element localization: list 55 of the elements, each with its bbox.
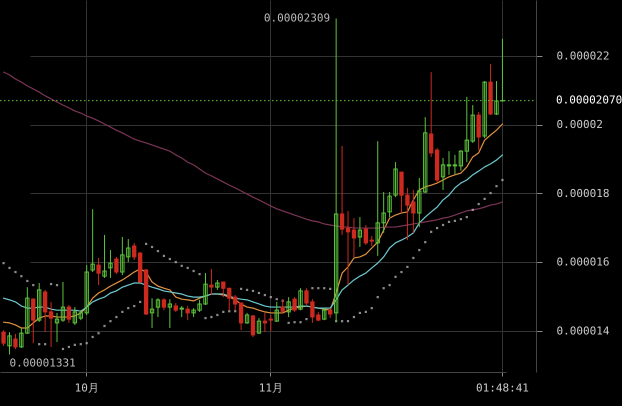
candlestick bbox=[203, 272, 208, 306]
candlestick bbox=[156, 298, 160, 318]
ref-line-label: 0.00002070 bbox=[556, 94, 622, 107]
candlestick bbox=[37, 282, 42, 322]
line-series bbox=[2, 123, 504, 329]
candlestick bbox=[268, 314, 273, 332]
y-tick-label: 0.000014 bbox=[556, 324, 610, 338]
candlestick bbox=[31, 298, 36, 344]
candlestick bbox=[114, 256, 119, 275]
candlestick bbox=[352, 218, 356, 258]
candlestick bbox=[328, 308, 332, 319]
candlestick bbox=[387, 192, 392, 218]
x-tick-label: 01:48:41 bbox=[476, 382, 529, 394]
candlestick bbox=[180, 306, 184, 318]
candlestick bbox=[298, 288, 303, 311]
candlestick bbox=[60, 282, 66, 322]
candlestick bbox=[322, 308, 326, 321]
annotation: 0.00001331 bbox=[10, 356, 76, 370]
candlestick bbox=[399, 172, 404, 214]
candlestick bbox=[250, 314, 256, 338]
candlestick bbox=[358, 216, 362, 248]
y-tick-label: 0.000016 bbox=[556, 256, 610, 269]
candlestick bbox=[150, 298, 154, 329]
candlestick bbox=[162, 298, 166, 311]
candlestick bbox=[256, 318, 262, 334]
candlestick bbox=[90, 208, 95, 273]
candlestick bbox=[286, 296, 291, 318]
y-tick-label: 0.00002 bbox=[556, 118, 603, 132]
candlestick bbox=[54, 312, 60, 343]
candlestick bbox=[393, 162, 398, 198]
candlestick bbox=[102, 234, 107, 278]
candlestick bbox=[262, 312, 268, 333]
candlestick bbox=[244, 312, 250, 324]
candlestick bbox=[209, 268, 214, 296]
candlestick bbox=[1, 330, 6, 346]
candlestick bbox=[346, 210, 350, 286]
candlestick bbox=[476, 111, 481, 151]
candlestick bbox=[186, 306, 190, 321]
candlestick bbox=[168, 298, 172, 329]
x-tick-label: 10月 bbox=[74, 382, 99, 394]
candlestick bbox=[274, 301, 279, 322]
x-tick-label: 11月 bbox=[258, 382, 283, 394]
candlestick bbox=[292, 296, 297, 312]
candlestick bbox=[215, 279, 220, 290]
candlestick bbox=[7, 332, 12, 355]
candlestick bbox=[66, 304, 72, 324]
candlestick bbox=[446, 150, 452, 176]
y-tick-label: 0.000018 bbox=[556, 186, 610, 200]
candlestick bbox=[440, 158, 446, 190]
annotation: 0.00002309 bbox=[264, 12, 330, 25]
candlestick bbox=[13, 333, 18, 350]
candlestick bbox=[340, 145, 344, 236]
candlestick bbox=[96, 257, 101, 286]
candlestick bbox=[108, 250, 113, 278]
y-tick-label: 0.000022 bbox=[556, 49, 610, 62]
